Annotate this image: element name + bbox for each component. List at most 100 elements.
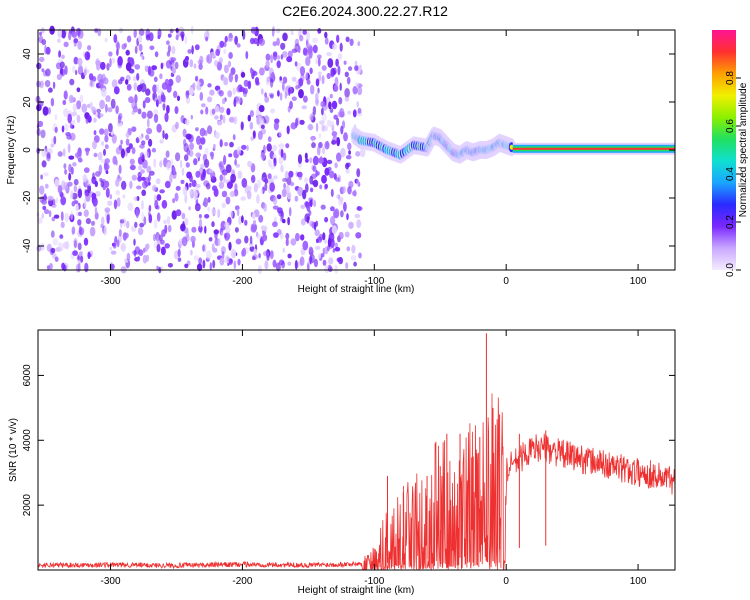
spectrogram-noise-cell xyxy=(42,205,47,211)
spectrogram-noise-cell xyxy=(295,80,300,86)
spectrogram-noise-cell xyxy=(334,242,338,248)
spectrogram-noise-cell xyxy=(294,61,298,67)
spectrogram-noise-cell xyxy=(252,130,256,138)
spectrogram-noise-cell xyxy=(176,95,181,102)
spectrogram-noise-cell xyxy=(215,48,221,57)
spectrogram-noise-cell xyxy=(309,255,312,265)
spectrogram-noise-cell xyxy=(100,61,106,70)
spectrogram-noise-cell xyxy=(152,184,157,192)
spectrogram-noise-cell xyxy=(140,53,144,61)
spectrogram-noise-cell xyxy=(194,44,200,51)
spectrogram-noise-cell xyxy=(295,232,300,242)
x-tick-label: 0 xyxy=(503,576,509,587)
spectrogram-noise-cell xyxy=(157,95,161,101)
spectrogram-noise-cell xyxy=(219,174,224,182)
spectrogram-noise-cell xyxy=(56,73,63,81)
spectrogram-noise-cell xyxy=(354,213,361,219)
spectrogram-noise-cell xyxy=(40,129,46,139)
spectrogram-noise-cell xyxy=(117,115,122,124)
spectrogram-noise-cell xyxy=(310,173,317,180)
spectrogram-noise-cell xyxy=(250,163,256,173)
spectrogram-noise-cell xyxy=(145,88,151,96)
spectrogram-noise-cell xyxy=(311,142,316,149)
spectrogram-noise-cell xyxy=(269,250,274,260)
spectrogram-noise-cell xyxy=(327,58,334,68)
spectrogram-noise-cell xyxy=(142,100,146,109)
spectrogram-noise-cell xyxy=(76,256,81,261)
spectrogram-noise-cell xyxy=(84,262,89,273)
spectrogram-noise-cell xyxy=(159,73,163,80)
spectrogram-noise-cell xyxy=(141,200,144,210)
spectrogram-noise-cell xyxy=(318,74,322,82)
spectrogram-noise-cell xyxy=(285,238,290,246)
spectrogram-noise-cell xyxy=(344,96,350,102)
spectrogram-noise-cell xyxy=(305,71,309,79)
spectrogram-noise-cell xyxy=(273,121,279,131)
spectrogram-noise-cell xyxy=(126,252,131,262)
spectrogram-noise-cell xyxy=(69,122,73,129)
spectrogram-noise-cell xyxy=(116,239,120,248)
spectrogram-noise-cell xyxy=(125,49,130,56)
spectrogram-noise-cell xyxy=(222,115,226,124)
colorbar-tick-label: 0.2 xyxy=(725,215,736,229)
spectrogram-noise-cell xyxy=(354,60,358,67)
spectrogram-noise-cell xyxy=(260,152,266,161)
spectrogram-noise-cell xyxy=(131,174,137,181)
spectrogram-noise-cell xyxy=(70,166,74,175)
spectrogram-noise-cell xyxy=(264,96,270,103)
spectrogram-noise-cell xyxy=(299,119,305,125)
spectrogram-noise-cell xyxy=(73,178,79,186)
spectrogram-noise-cell xyxy=(81,103,88,113)
spectrogram-noise-cell xyxy=(356,168,361,178)
spectrogram-noise-cell xyxy=(45,68,51,77)
spectrogram-noise-cell xyxy=(317,28,322,34)
x-tick-label: -300 xyxy=(101,276,121,287)
spectrogram-noise-cell xyxy=(77,40,82,50)
snr-y-axis: 2000 4000 6000 xyxy=(22,364,675,516)
spectrogram-y-axis: -40 -20 0 20 40 xyxy=(22,48,675,253)
spectrogram-noise-cell xyxy=(240,196,246,201)
spectrogram-noise-cell xyxy=(269,164,276,170)
spectrogram-noise-cell xyxy=(300,234,305,241)
spectrogram-noise-cell xyxy=(248,185,252,192)
spectrogram-noise-cell xyxy=(229,141,234,148)
spectrogram-noise-cell xyxy=(69,132,76,141)
spectrogram-noise-cell xyxy=(233,260,237,270)
spectrogram-noise-cell xyxy=(192,82,196,89)
spectrogram-noise-cell xyxy=(84,51,91,61)
spectrogram-noise-cell xyxy=(177,248,181,258)
spectrogram-noise-cell xyxy=(207,196,211,203)
spectrogram-noise-cell xyxy=(185,56,189,61)
spectrogram-noise-cell xyxy=(333,173,337,180)
spectrogram-noise-cell xyxy=(125,132,130,138)
spectrogram-noise-cell xyxy=(219,40,225,48)
spectrogram-noise-cell xyxy=(105,170,109,175)
spectrogram-noise-cell xyxy=(212,259,216,269)
spectrogram-noise-cell xyxy=(338,97,343,105)
spectrogram-noise-cell xyxy=(96,108,102,113)
spectrogram-noise-cell xyxy=(274,118,280,124)
spectrogram-noise-cell xyxy=(357,41,361,47)
spectrogram-noise-cell xyxy=(284,92,287,99)
spectrogram-noise-cell xyxy=(276,37,280,46)
spectrogram-noise-cell xyxy=(249,110,254,117)
spectrogram-noise-cell xyxy=(306,31,311,41)
spectrogram-noise-cell xyxy=(276,55,281,60)
spectrogram-noise-cell xyxy=(315,220,319,227)
spectrogram-noise-cell xyxy=(85,218,91,225)
spectrogram-noise-cell xyxy=(325,140,329,148)
spectrogram-noise-cell xyxy=(111,79,118,88)
spectrogram-noise-cell xyxy=(103,163,110,171)
spectrogram-noise-cell xyxy=(60,196,67,206)
spectrogram-noise-cell xyxy=(308,197,314,202)
spectrogram-noise-cell xyxy=(174,61,179,70)
spectrogram-noise-cell xyxy=(181,167,185,176)
snr-series xyxy=(37,333,676,571)
spectrogram-noise-cell xyxy=(67,113,72,124)
spectrogram-noise-cell xyxy=(193,255,199,261)
spectrogram-noise-cell xyxy=(181,212,186,220)
spectrogram-noise-cell xyxy=(181,236,188,247)
spectrogram-noise-cell xyxy=(69,78,75,86)
spectrogram-noise-cell xyxy=(207,96,213,103)
spectrogram-noise-cell xyxy=(242,30,246,40)
